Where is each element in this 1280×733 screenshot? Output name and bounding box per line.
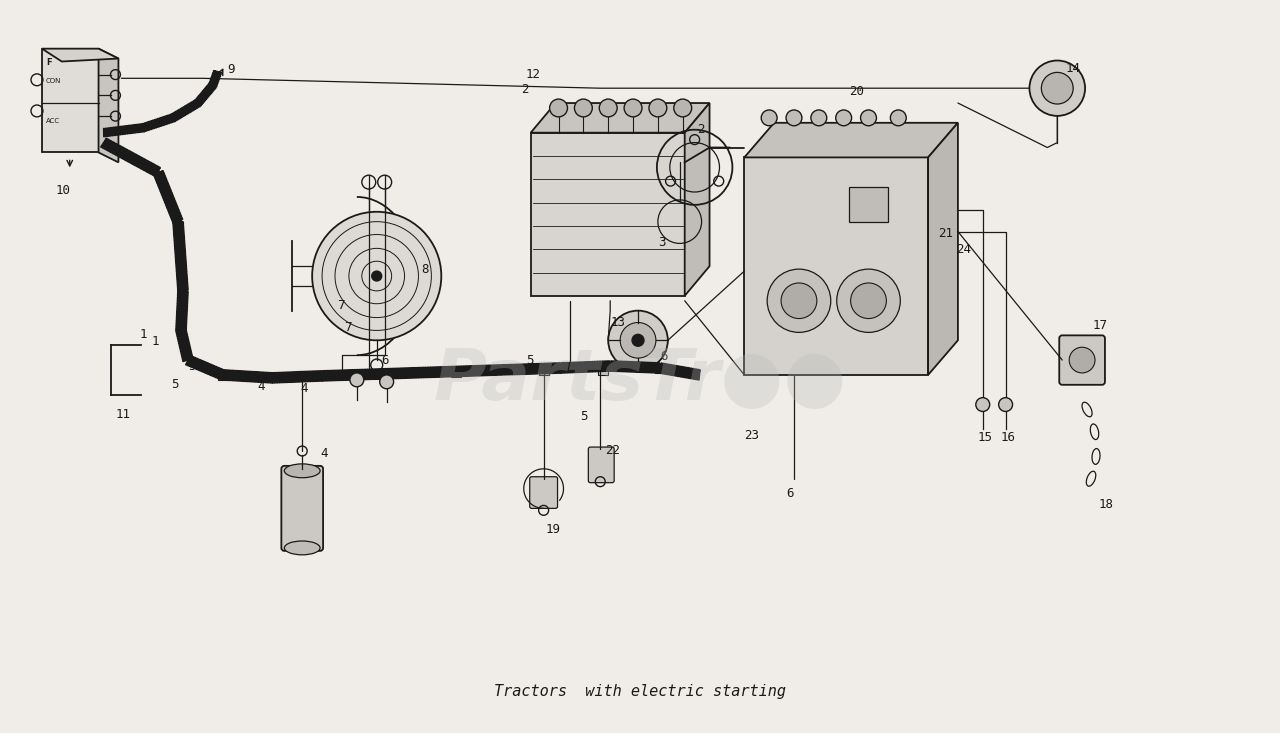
- Circle shape: [608, 311, 668, 370]
- Circle shape: [786, 110, 803, 126]
- Circle shape: [1042, 73, 1073, 104]
- Text: 17: 17: [1092, 319, 1107, 331]
- Text: 5: 5: [580, 410, 588, 422]
- Circle shape: [312, 212, 442, 340]
- FancyBboxPatch shape: [589, 447, 614, 482]
- Text: PartsTr●●: PartsTr●●: [434, 345, 846, 414]
- Polygon shape: [744, 123, 957, 158]
- Text: 5: 5: [188, 360, 196, 373]
- Polygon shape: [928, 123, 957, 375]
- Text: 4: 4: [257, 380, 265, 393]
- Text: 24: 24: [956, 243, 972, 257]
- Text: 22: 22: [605, 444, 621, 457]
- Circle shape: [998, 397, 1012, 411]
- Circle shape: [620, 323, 655, 358]
- Text: 1: 1: [151, 336, 159, 348]
- Circle shape: [836, 110, 851, 126]
- Text: 10: 10: [56, 184, 70, 197]
- Text: 3: 3: [658, 237, 666, 249]
- Circle shape: [762, 110, 777, 126]
- FancyBboxPatch shape: [655, 363, 664, 373]
- Polygon shape: [531, 133, 685, 296]
- Circle shape: [371, 271, 381, 281]
- Circle shape: [781, 283, 817, 319]
- FancyBboxPatch shape: [1060, 336, 1105, 385]
- Text: 13: 13: [611, 316, 625, 328]
- Text: 4: 4: [320, 447, 328, 460]
- Circle shape: [891, 110, 906, 126]
- Text: 1: 1: [140, 328, 147, 342]
- Circle shape: [599, 99, 617, 117]
- Circle shape: [380, 375, 394, 388]
- FancyBboxPatch shape: [297, 371, 307, 381]
- Polygon shape: [531, 103, 709, 133]
- FancyBboxPatch shape: [598, 365, 608, 375]
- Circle shape: [812, 110, 827, 126]
- Text: 23: 23: [744, 430, 759, 442]
- Polygon shape: [744, 158, 928, 375]
- Text: 2: 2: [521, 84, 529, 96]
- FancyBboxPatch shape: [530, 476, 558, 509]
- Ellipse shape: [284, 464, 320, 478]
- Circle shape: [860, 110, 877, 126]
- Text: F: F: [46, 59, 51, 67]
- Text: 6: 6: [381, 354, 389, 367]
- Text: 7: 7: [337, 299, 344, 312]
- Circle shape: [975, 397, 989, 411]
- FancyBboxPatch shape: [539, 365, 549, 375]
- Text: 9: 9: [228, 64, 236, 76]
- Ellipse shape: [284, 541, 320, 555]
- Circle shape: [767, 269, 831, 332]
- Circle shape: [649, 99, 667, 117]
- Text: CON: CON: [46, 78, 61, 84]
- FancyBboxPatch shape: [452, 367, 461, 377]
- Text: 6: 6: [786, 487, 794, 500]
- Text: 21: 21: [938, 226, 954, 240]
- Text: ACC: ACC: [46, 118, 60, 124]
- Circle shape: [575, 99, 593, 117]
- Text: 16: 16: [1001, 431, 1015, 444]
- Polygon shape: [42, 48, 119, 62]
- Circle shape: [673, 99, 691, 117]
- Polygon shape: [99, 48, 119, 162]
- Text: 19: 19: [545, 523, 561, 537]
- Circle shape: [549, 99, 567, 117]
- Text: 2: 2: [698, 123, 705, 136]
- Text: 8: 8: [421, 263, 429, 276]
- Text: 5: 5: [526, 354, 534, 367]
- Text: 4: 4: [301, 382, 307, 395]
- Circle shape: [349, 373, 364, 387]
- Polygon shape: [42, 48, 99, 152]
- Circle shape: [1069, 347, 1094, 373]
- Circle shape: [625, 99, 643, 117]
- Text: 6: 6: [660, 350, 667, 363]
- FancyBboxPatch shape: [376, 369, 387, 379]
- Text: 15: 15: [978, 431, 993, 444]
- Polygon shape: [685, 103, 709, 296]
- Text: 18: 18: [1100, 498, 1114, 512]
- Text: 11: 11: [115, 408, 131, 421]
- FancyBboxPatch shape: [282, 466, 323, 551]
- Text: Tractors  with electric starting: Tractors with electric starting: [494, 684, 786, 699]
- Circle shape: [851, 283, 886, 319]
- Text: 20: 20: [849, 85, 864, 98]
- Text: 5: 5: [172, 378, 179, 391]
- Circle shape: [1029, 61, 1085, 116]
- Circle shape: [632, 334, 644, 346]
- Circle shape: [837, 269, 900, 332]
- Text: 12: 12: [526, 68, 540, 81]
- FancyBboxPatch shape: [218, 370, 228, 380]
- FancyBboxPatch shape: [849, 187, 888, 221]
- Text: 7: 7: [344, 320, 352, 334]
- Text: 14: 14: [1065, 62, 1080, 75]
